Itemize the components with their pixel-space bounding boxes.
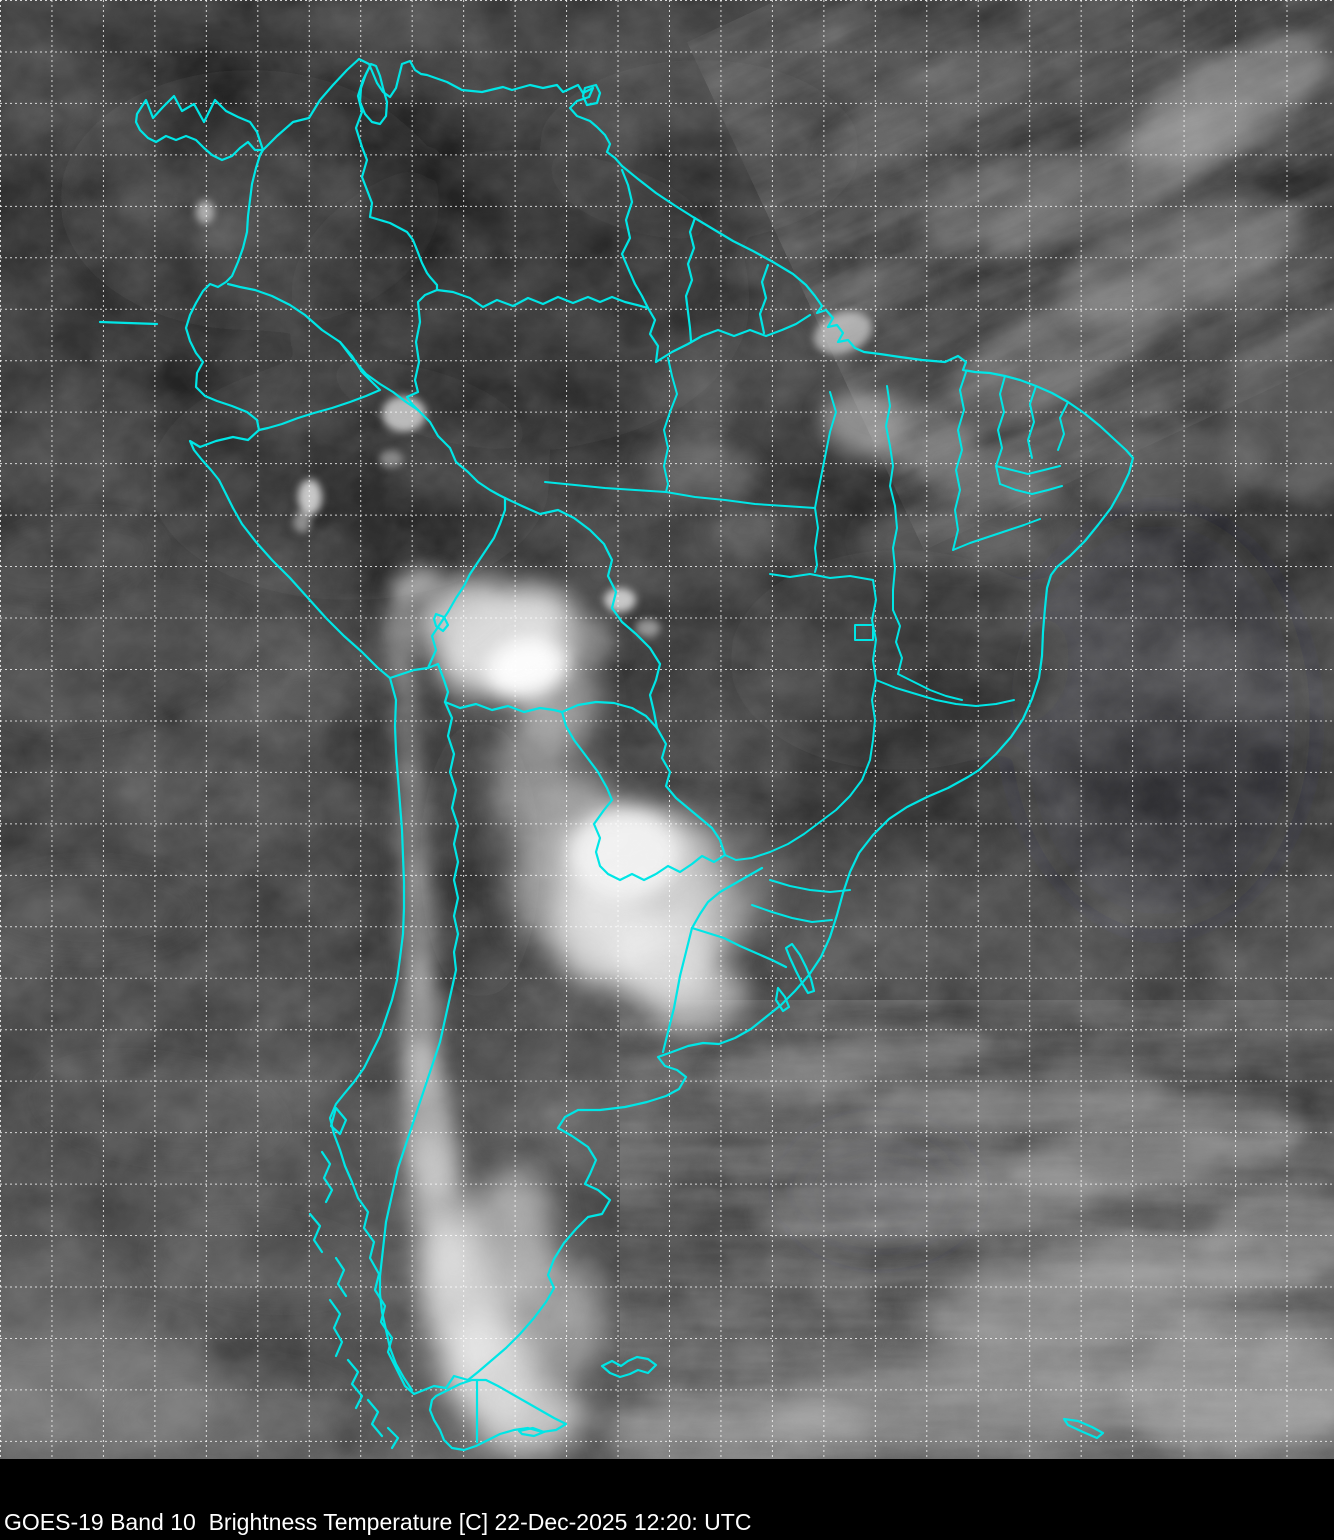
south-america-coastline xyxy=(134,57,1135,1396)
cloud-imagery xyxy=(0,0,1334,1459)
caption-bar: GOES-19 Band 10 Brightness Temperature [… xyxy=(0,1459,1334,1540)
lagoa-mirim xyxy=(774,986,791,1013)
south-georgia-island xyxy=(1062,1417,1105,1440)
water-bodies-and-islands xyxy=(308,62,1105,1452)
caption-text: GOES-19 Band 10 Brightness Temperature [… xyxy=(4,1509,752,1536)
lagoa-dos-patos xyxy=(784,942,816,995)
country-borders xyxy=(98,57,1135,1452)
falkland-islands xyxy=(600,1355,658,1379)
latlon-grid xyxy=(0,0,1334,1459)
national-borders xyxy=(98,64,812,1392)
state-borders xyxy=(544,357,1069,923)
lake-maracaibo xyxy=(358,62,389,126)
satellite-map xyxy=(0,0,1334,1459)
tierra-del-fuego xyxy=(428,1378,568,1452)
lake-titicaca xyxy=(432,612,450,633)
satellite-imagery xyxy=(0,0,1334,1459)
trinidad-island xyxy=(581,83,602,107)
